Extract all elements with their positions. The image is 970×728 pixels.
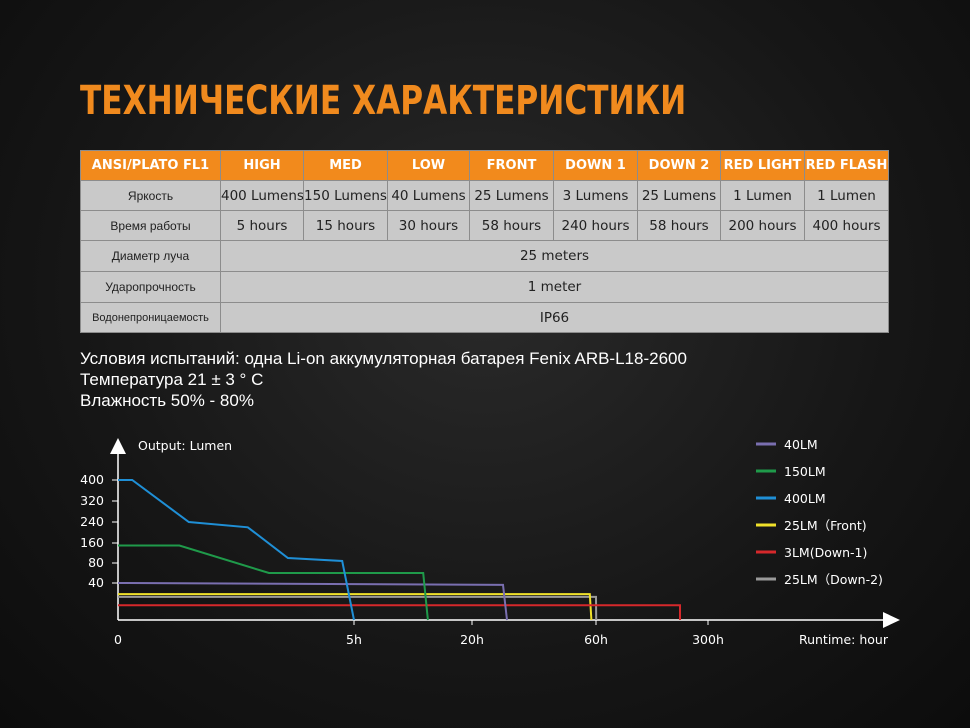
legend-label: 150LM [784,464,826,479]
header-cell: RED LIGHT [720,150,805,181]
table-row-water: Водонепроницаемость IP66 [80,302,889,333]
table-cell: 25 Lumens [637,180,721,211]
x-tick-label: 60h [584,632,608,647]
condition-line: Влажность 50% - 80% [80,391,254,410]
table-cell: 400 Lumens [220,180,304,211]
table-cell: 200 hours [720,210,805,241]
header-cell: DOWN 2 [637,150,721,181]
header-cell: RED FLASH [804,150,889,181]
table-row-brightness: Яркость 400 Lumens 150 Lumens 40 Lumens … [80,180,889,211]
series-line-400lm [118,479,355,621]
x-axis-label: Runtime: hour [799,632,889,647]
series-line-25lm-down-2- [118,595,598,621]
series-line-150lm [118,544,429,621]
y-axis-label: Output: Lumen [138,438,232,453]
table-cell: 25 meters [220,240,889,272]
series-line-40lm [117,582,508,621]
row-label: Ударопрочность [80,271,221,303]
legend-label: 25LM（Down-2) [784,572,883,587]
test-conditions: Условия испытаний: одна Li-on аккумулято… [80,348,687,411]
x-tick-label: 5h [346,632,362,647]
y-tick-label: 400 [80,472,104,487]
row-label: Время работы [80,210,221,241]
row-label: Яркость [80,180,221,211]
table-cell: 1 Lumen [720,180,805,211]
table-cell: 1 Lumen [804,180,889,211]
table-cell: 40 Lumens [387,180,470,211]
table-cell: 150 Lumens [303,180,388,211]
spec-table: ANSI/PLATO FL1 HIGH MED LOW FRONT DOWN 1… [80,150,889,333]
y-tick-label: 240 [80,514,104,529]
x-tick-label: 20h [460,632,484,647]
legend-label: 40LM [784,437,818,452]
x-tick-label: 0 [114,632,122,647]
legend-label: 3LM(Down-1) [784,545,867,560]
y-tick-label: 40 [88,575,104,590]
header-cell: FRONT [469,150,554,181]
table-row-impact: Ударопрочность 1 meter [80,271,889,303]
series-line-3lm-down-1- [118,604,681,620]
condition-line: Температура 21 ± 3 ° C [80,370,264,389]
y-tick-label: 80 [88,555,104,570]
row-label: Водонепроницаемость [80,302,221,333]
header-cell: DOWN 1 [553,150,638,181]
legend-label: 400LM [784,491,826,506]
x-tick-label: 300h [692,632,724,647]
table-header-row: ANSI/PLATO FL1 HIGH MED LOW FRONT DOWN 1… [80,150,889,181]
page-title: ТЕХНИЧЕСКИЕ ХАРАКТЕРИСТИКИ [80,78,687,124]
y-tick-label: 160 [80,535,104,550]
y-tick-label: 320 [80,493,104,508]
table-row-beam: Диаметр луча 25 meters [80,240,889,272]
condition-line: Условия испытаний: одна Li-on аккумулято… [80,349,687,368]
series-line-25lm-front- [118,593,593,621]
table-cell: 15 hours [303,210,388,241]
y-axis-arrow-icon [110,438,126,454]
table-cell: IP66 [220,302,889,333]
table-cell: 58 hours [637,210,721,241]
legend-label: 25LM（Front) [784,518,867,533]
header-cell: HIGH [220,150,304,181]
x-axis-arrow-icon [883,612,900,628]
header-cell: LOW [387,150,470,181]
header-cell: ANSI/PLATO FL1 [80,150,221,181]
